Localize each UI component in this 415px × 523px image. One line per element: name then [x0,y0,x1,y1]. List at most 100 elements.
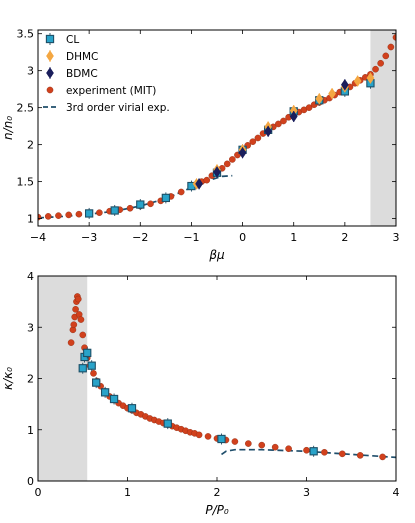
legend-label: CL [66,34,79,46]
data-point-cl [92,378,101,387]
data-point-experiment-mit [203,176,211,184]
data-point-bdmc [264,125,273,138]
data-point-experiment-mit [96,209,103,216]
data-point-cl [84,209,94,218]
data-point-experiment-mit [338,450,346,458]
legend-swatch [45,34,55,44]
x-tick-label: 4 [393,486,400,499]
data-point-experiment-mit [67,339,75,346]
x-tick-label: 1 [124,486,131,499]
legend: CL DHMC BDMC experiment (MIT) 3rd order viri… [43,33,170,114]
x-tick-label: 0 [35,486,42,499]
data-point-cl [127,404,137,413]
y-tick-label: 1 [27,213,34,226]
data-point-experiment-mit [275,120,282,128]
legend-item-dhmc: DHMC [46,50,98,63]
x-axis-label: P/P₀ [205,503,229,517]
data-point-experiment-mit [231,438,239,445]
x-tick-label: 3 [303,486,310,499]
x-tick-label: 1 [290,231,297,244]
data-point-experiment-mit [387,43,395,51]
data-point-bdmc [289,110,298,123]
data-point-experiment-mit [280,117,287,125]
data-point-cl [100,388,110,397]
data-point-cl [217,434,226,444]
series-bdmc [195,78,349,190]
y-tick-label: 0 [27,475,34,488]
legend-label: 3rd order virial exp. [66,102,170,114]
data-point-experiment-mit [377,59,384,67]
data-point-experiment-mit [204,433,212,440]
y-tick-label: 3 [27,65,34,78]
data-point-experiment-mit [79,331,87,339]
y-tick-label: 3 [27,321,34,334]
legend-label: DHMC [66,51,98,63]
legend-item-cl: CL [45,33,79,46]
data-point-cl [163,419,172,428]
legend-label: experiment (MIT) [66,85,156,97]
data-point-dhmc [366,72,375,84]
data-point-dhmc [315,92,324,105]
x-tick-label: 2 [214,486,221,499]
data-point-experiment-mit [245,440,252,447]
y-axis-label: κ/κ₀ [1,367,15,390]
data-point-experiment-mit [177,188,185,196]
x-tick-label: 2 [341,231,348,244]
data-point-experiment-mit [223,160,231,168]
data-point-experiment-mit [70,321,78,328]
data-point-cl [83,348,92,358]
data-point-experiment-mit [356,452,364,459]
upper-chart-density: −4 −3 −2 −1 0 1 2 3 1 1.5 2 2.5 3 3.5 βμ n/n₀ CL DHMC BDMC… [1,28,400,262]
data-point-experiment-mit [55,212,62,219]
data-point-experiment-mit [44,213,52,220]
data-point-bdmc [238,146,247,159]
data-point-cl [78,364,87,373]
legend-item-bdmc: BDMC [46,67,98,80]
x-tick-label: −2 [132,231,148,244]
data-point-experiment-mit [254,134,262,142]
data-point-experiment-mit [72,306,79,313]
data-point-experiment-mit [229,156,236,163]
y-tick-label: 3.5 [17,28,35,41]
data-point-experiment-mit [382,52,390,60]
x-tick-label: −4 [30,231,46,244]
data-point-experiment-mit [321,448,328,456]
data-point-experiment-mit [271,443,279,451]
data-point-experiment-mit [303,446,310,454]
data-point-experiment-mit [285,445,292,453]
x-axis-label: βμ [208,248,225,262]
lower-chart-compressibility: 0 1 2 3 4 0 1 2 3 4 P/P₀ κ/κ₀ [1,270,400,517]
data-point-experiment-mit [75,210,83,218]
data-point-experiment-mit [126,204,134,212]
x-tick-label: 0 [239,231,246,244]
shaded-region [38,276,88,481]
data-point-experiment-mit [90,370,97,377]
plot-area [67,293,396,461]
legend-label: BDMC [66,68,98,80]
data-point-experiment-mit [305,104,313,111]
plot-area [38,34,396,221]
data-point-dhmc [353,75,362,87]
series-experiment-mit [67,293,386,461]
data-point-experiment-mit [147,200,154,208]
legend-item-3rd-order-virial-exp: 3rd order virial exp. [43,102,170,114]
data-point-experiment-mit [77,316,85,323]
legend-swatch [46,50,54,62]
data-point-cl [136,200,145,209]
axes-frame [37,275,397,482]
axes-frame [37,29,397,227]
data-point-experiment-mit [249,138,257,145]
data-point-cl [161,193,171,203]
data-point-cl [110,206,119,215]
data-point-experiment-mit [372,65,379,73]
series-line-3rd-order-virial-exp [221,448,396,459]
data-point-bdmc [340,78,349,91]
x-tick-label: −1 [183,231,199,244]
y-tick-label: 2 [27,373,34,386]
data-point-cl [309,447,318,456]
legend-swatch [46,67,54,79]
y-tick-label: 2.5 [17,102,35,115]
series-cl [78,347,318,457]
legend-item-experiment-mit: experiment (MIT) [46,85,156,97]
